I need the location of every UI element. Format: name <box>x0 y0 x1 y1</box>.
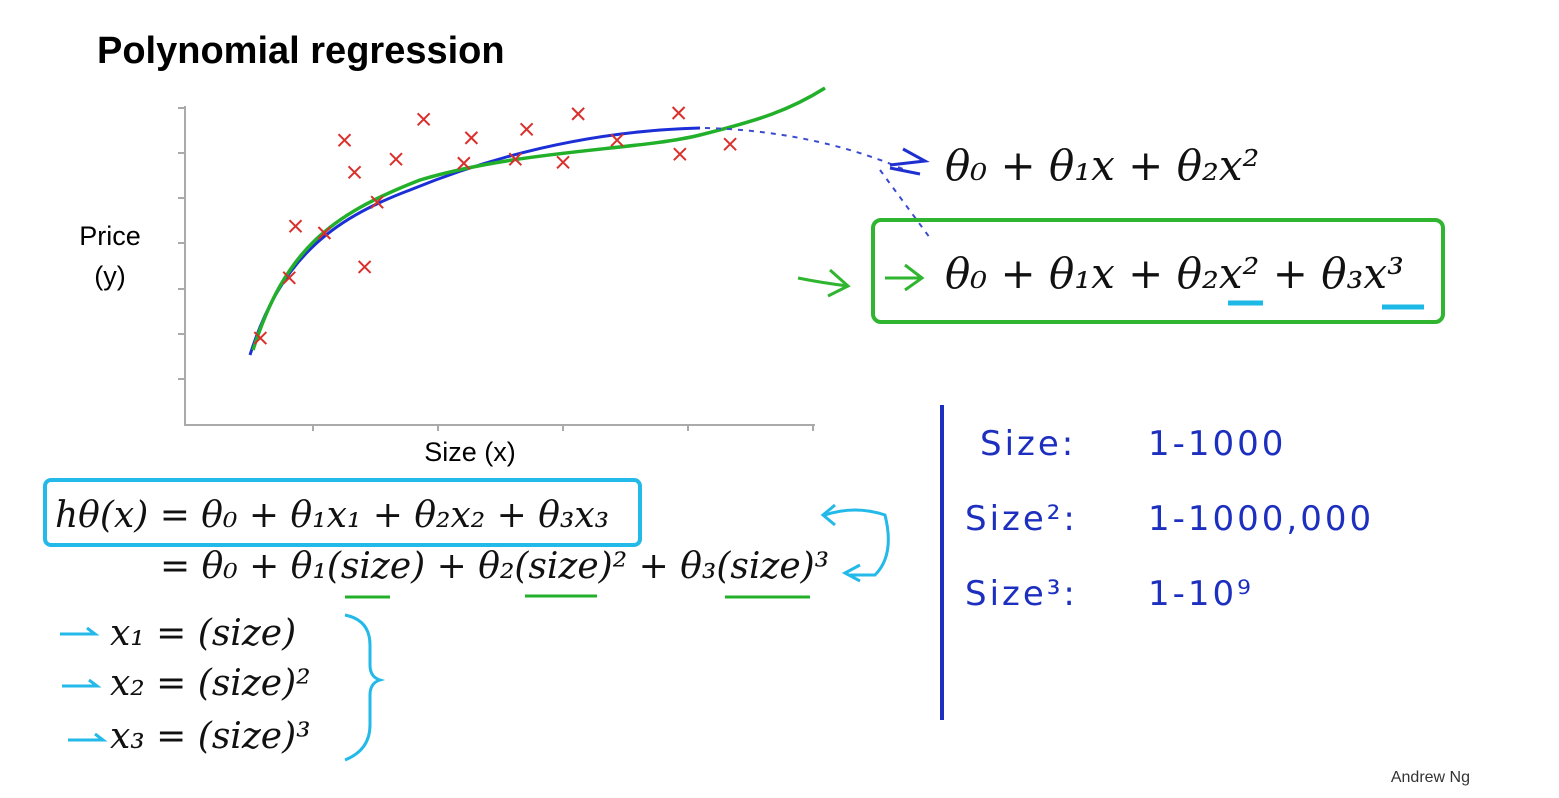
data-point <box>357 260 372 274</box>
arrow <box>60 626 108 742</box>
note-label: Size²: <box>965 499 1078 539</box>
data-point <box>347 165 362 180</box>
hypothesis-line: = θ₀ + θ₁(size) + θ₂(size)² + θ₃(size)³ <box>160 546 829 587</box>
arrow <box>889 147 930 176</box>
data-point <box>282 271 296 285</box>
y-axis-label: Price <box>79 221 141 251</box>
underline <box>345 594 810 599</box>
scatter-points <box>253 106 737 345</box>
highlight-box <box>871 218 1445 324</box>
slide-title: Polynomial regression <box>97 30 505 72</box>
data-point <box>288 219 303 233</box>
data-point <box>457 156 471 170</box>
data-point <box>671 106 686 120</box>
data-point <box>337 133 352 147</box>
note-range: 1-1000 <box>1148 424 1286 464</box>
data-point <box>416 112 431 127</box>
data-point <box>317 226 332 240</box>
brace <box>344 613 386 762</box>
feature-definition: x₃ = (size)³ <box>110 716 311 757</box>
data-point <box>673 147 687 161</box>
data-point <box>723 137 737 151</box>
feature-definition: x₂ = (size)² <box>110 663 311 704</box>
quadratic-fit <box>248 126 701 356</box>
plot-axes <box>178 106 815 431</box>
cubic-model: θ₀ + θ₁x + θ₂x² + θ₃x³ <box>945 249 1404 298</box>
cubic-fit <box>251 86 826 351</box>
x-axis-label: Size (x) <box>424 437 516 467</box>
feature-definition: x₁ = (size) <box>110 613 296 654</box>
hypothesis-line: hθ(x) = θ₀ + θ₁x₁ + θ₂x₂ + θ₃x₃ <box>55 495 609 536</box>
data-point <box>556 155 570 170</box>
arrow <box>820 503 890 583</box>
data-point <box>508 152 523 166</box>
dashed-link <box>704 127 931 239</box>
note-label: Size: <box>980 424 1076 464</box>
arrow <box>797 263 925 298</box>
data-point <box>519 122 534 136</box>
data-point <box>370 195 384 209</box>
data-point <box>610 133 624 147</box>
note-range: 1-1000,000 <box>1148 499 1374 539</box>
y-axis-label: (y) <box>94 261 125 291</box>
data-point <box>253 331 268 345</box>
data-point <box>389 152 403 166</box>
note-range: 1-10⁹ <box>1148 574 1254 614</box>
data-point <box>464 131 479 145</box>
data-point <box>571 107 585 121</box>
underline <box>1228 300 1424 310</box>
highlight-box <box>43 478 642 547</box>
author: Andrew Ng <box>1391 769 1470 786</box>
quadratic-model: θ₀ + θ₁x + θ₂x² <box>945 141 1259 190</box>
note-label: Size³: <box>965 574 1078 614</box>
